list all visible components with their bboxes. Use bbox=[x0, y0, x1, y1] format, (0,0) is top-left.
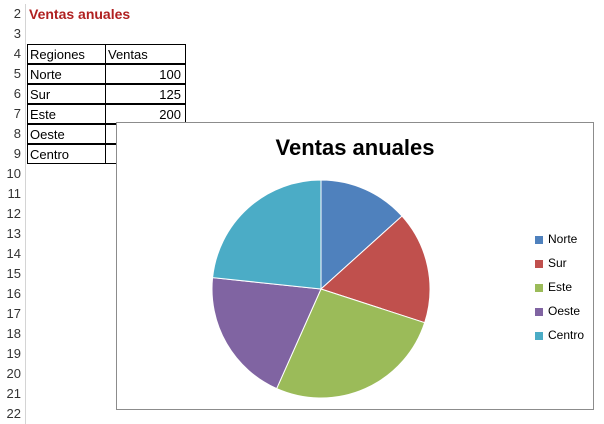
legend-swatch bbox=[535, 259, 543, 268]
cell-region[interactable]: Sur bbox=[27, 84, 106, 104]
legend-item: Oeste bbox=[535, 303, 580, 319]
pie-slice-centro[interactable] bbox=[212, 179, 322, 290]
sheet-title-cell[interactable]: Ventas anuales bbox=[29, 6, 131, 22]
row-header[interactable]: 11 bbox=[0, 184, 26, 204]
row-header[interactable]: 19 bbox=[0, 344, 26, 364]
pie-chart-plot bbox=[211, 179, 431, 399]
legend-label: Este bbox=[548, 280, 573, 294]
row-header[interactable]: 14 bbox=[0, 244, 26, 264]
legend-item: Norte bbox=[535, 231, 577, 247]
legend-swatch bbox=[535, 307, 543, 316]
row-header[interactable]: 7 bbox=[0, 104, 26, 124]
legend-swatch bbox=[535, 235, 543, 244]
header-ventas[interactable]: Ventas bbox=[105, 44, 186, 64]
header-regiones[interactable]: Regiones bbox=[27, 44, 106, 64]
row-header[interactable]: 20 bbox=[0, 364, 26, 384]
row-header[interactable]: 3 bbox=[0, 24, 26, 44]
row-header[interactable]: 12 bbox=[0, 204, 26, 224]
cell-ventas[interactable]: 100 bbox=[105, 64, 186, 84]
cell-region[interactable]: Oeste bbox=[27, 124, 106, 144]
legend-item: Centro bbox=[535, 327, 584, 343]
row-header[interactable]: 8 bbox=[0, 124, 26, 144]
row-header[interactable]: 16 bbox=[0, 284, 26, 304]
legend-item: Este bbox=[535, 279, 572, 295]
legend-label: Centro bbox=[548, 328, 585, 342]
legend-swatch bbox=[535, 283, 543, 292]
legend-label: Oeste bbox=[548, 304, 581, 318]
row-header[interactable]: 9 bbox=[0, 144, 26, 164]
pie-chart-object[interactable]: Ventas anuales Norte Sur Este Oeste Centro bbox=[116, 122, 594, 410]
pie-slice-sur[interactable] bbox=[320, 215, 431, 324]
cell-region[interactable]: Centro bbox=[27, 144, 106, 164]
row-header[interactable]: 18 bbox=[0, 324, 26, 344]
row-header[interactable]: 10 bbox=[0, 164, 26, 184]
pie-slice-oeste[interactable] bbox=[211, 277, 322, 390]
row-header[interactable]: 22 bbox=[0, 404, 26, 424]
row-header[interactable]: 2 bbox=[0, 4, 26, 24]
legend-swatch bbox=[535, 331, 543, 340]
cell-ventas[interactable]: 200 bbox=[105, 104, 186, 124]
chart-title: Ventas anuales bbox=[275, 135, 435, 160]
pie-slice-este[interactable] bbox=[276, 288, 426, 399]
cell-region[interactable]: Norte bbox=[27, 64, 106, 84]
row-header[interactable]: 4 bbox=[0, 44, 26, 64]
pie-slice-norte[interactable] bbox=[320, 179, 403, 291]
row-header[interactable]: 13 bbox=[0, 224, 26, 244]
legend-label: Norte bbox=[548, 232, 578, 246]
cell-region[interactable]: Este bbox=[27, 104, 106, 124]
row-header[interactable]: 17 bbox=[0, 304, 26, 324]
row-header[interactable]: 15 bbox=[0, 264, 26, 284]
cell-ventas[interactable]: 125 bbox=[105, 84, 186, 104]
legend-label: Sur bbox=[548, 256, 567, 270]
row-header[interactable]: 5 bbox=[0, 64, 26, 84]
legend-item: Sur bbox=[535, 255, 567, 271]
row-header[interactable]: 21 bbox=[0, 384, 26, 404]
row-header[interactable]: 6 bbox=[0, 84, 26, 104]
